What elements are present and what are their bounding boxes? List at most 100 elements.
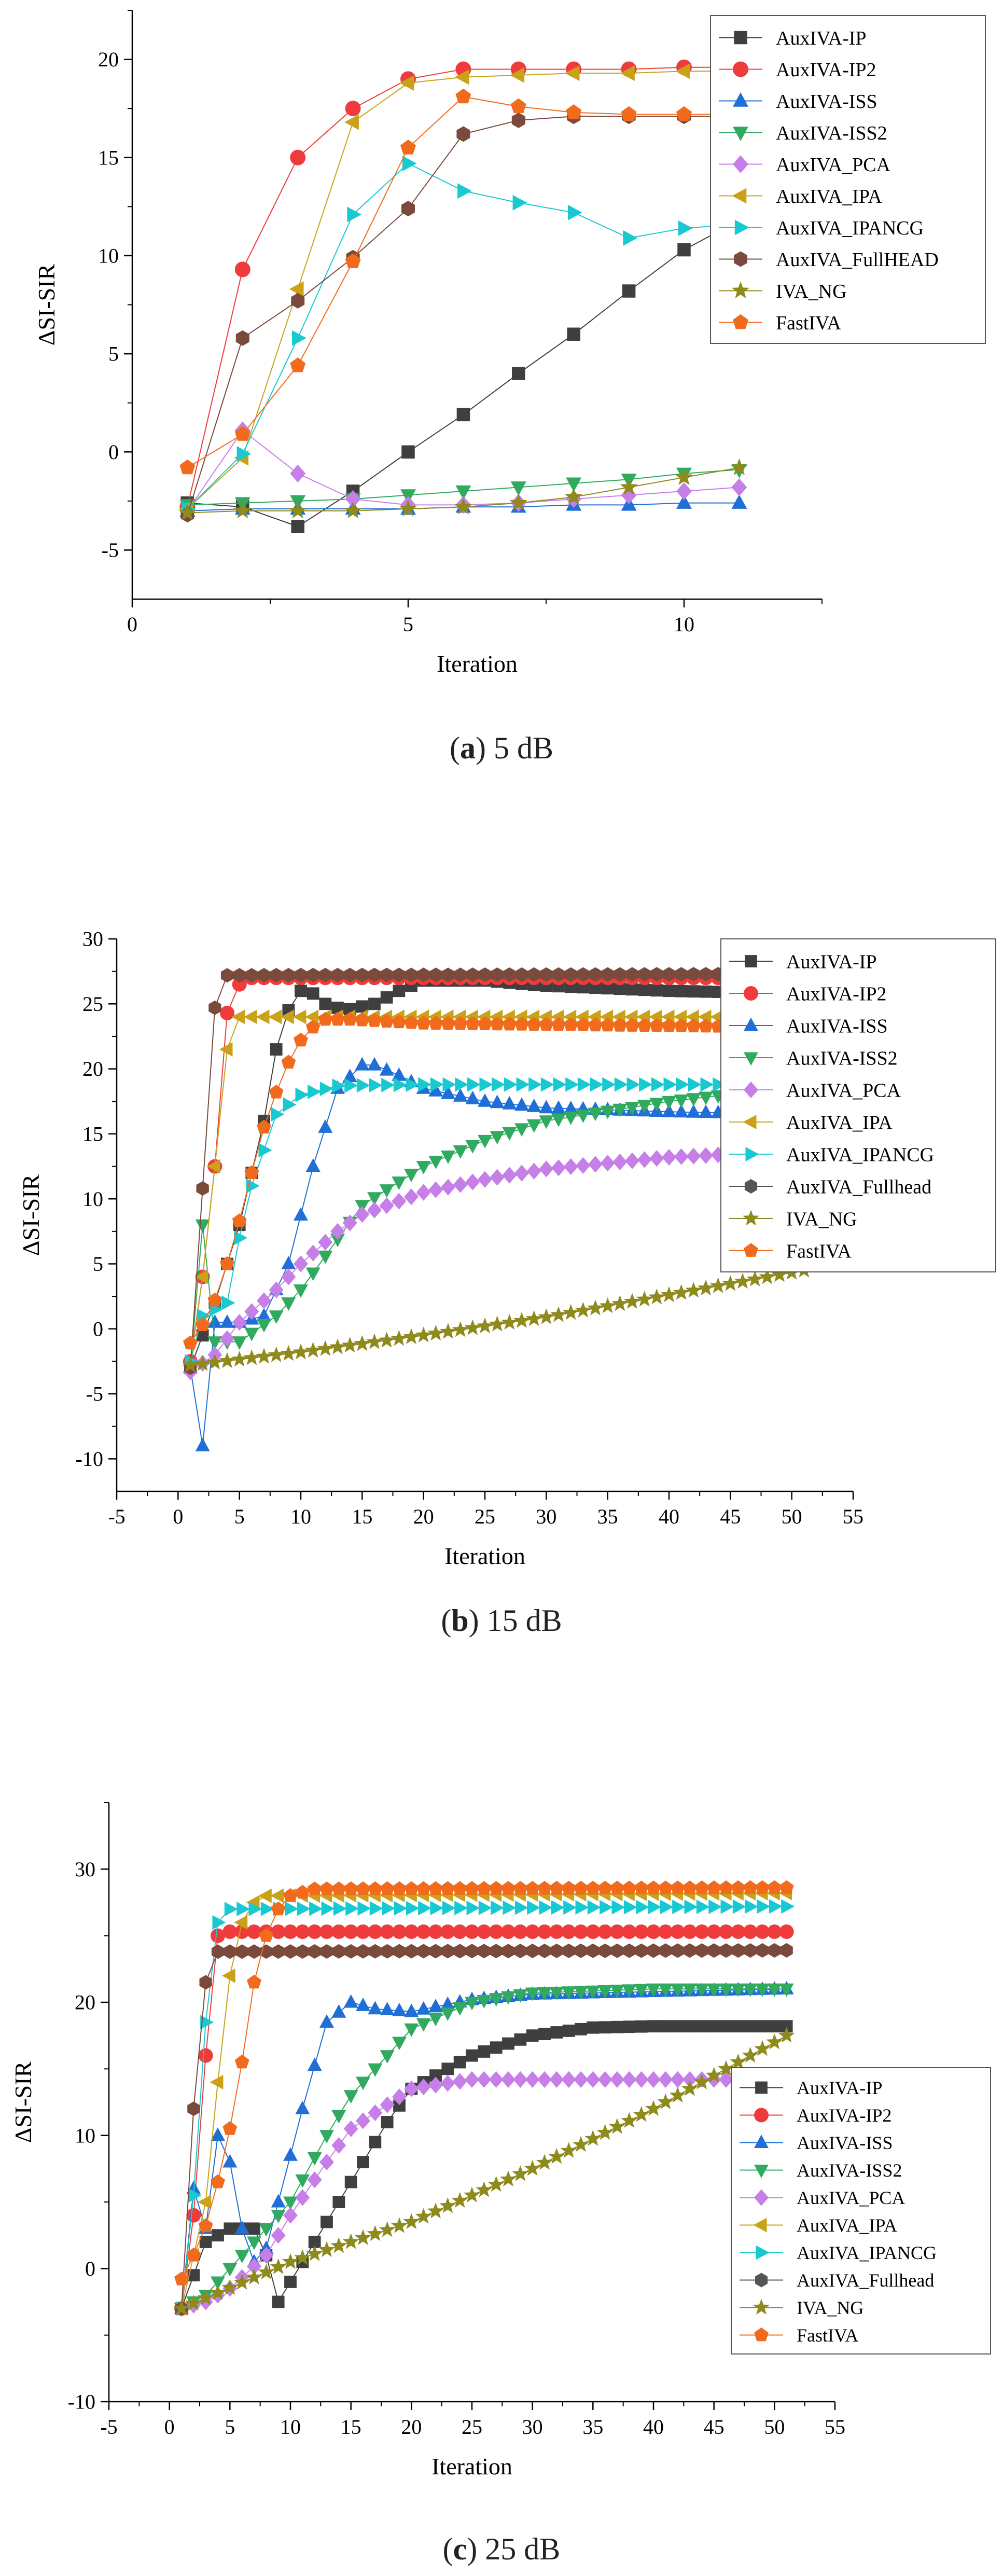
data-point-auxiva-ipancg	[602, 1077, 616, 1092]
data-point-fastiva	[600, 1017, 615, 1032]
x-tick-label: 25	[462, 2415, 482, 2439]
data-point-auxiva-fullhead	[319, 967, 332, 982]
data-point-auxiva-ip2	[658, 1924, 673, 1939]
data-point-auxiva-iss2	[283, 2196, 298, 2210]
data-point-fastiva	[307, 1881, 322, 1895]
data-point-auxiva-fullhead	[699, 967, 713, 982]
caption-a-letter: a	[459, 731, 476, 765]
data-point-fastiva	[549, 1880, 564, 1895]
data-point-auxiva-pca	[257, 1292, 271, 1309]
data-point-auxiva-pca	[356, 2112, 370, 2129]
legend-marker-auxiva-iss2	[744, 1052, 758, 1066]
data-point-auxiva-ip	[199, 2236, 212, 2248]
data-point-iva-ng	[573, 2136, 589, 2152]
x-tick-label: 5	[234, 1505, 245, 1528]
data-point-auxiva-ip	[638, 984, 651, 996]
data-point-auxiva-fullhead	[380, 967, 393, 982]
data-point-fastiva	[319, 1881, 334, 1895]
data-point-auxiva-iss	[342, 1069, 357, 1083]
data-point-auxiva-ip	[598, 2021, 611, 2034]
data-point-auxiva-fullhead	[284, 1944, 297, 1959]
data-point-auxiva-ipancg	[430, 1901, 444, 1916]
data-point-auxiva-iss	[220, 1314, 234, 1328]
data-point-auxiva-ip2	[489, 1924, 504, 1939]
series-line-auxiva-fullhead	[187, 116, 740, 515]
data-point-auxiva-iss2	[428, 1156, 443, 1169]
legend-label: AuxIVA-IP2	[776, 59, 876, 81]
data-point-auxiva-ipancg	[660, 1900, 674, 1915]
data-point-iva-ng	[329, 1338, 346, 1354]
data-point-iva-ng	[500, 2170, 517, 2186]
data-point-auxiva-iss2	[767, 1983, 782, 1997]
data-point-auxiva-ip2	[525, 1924, 540, 1939]
data-point-auxiva-ip2	[597, 1924, 612, 1939]
data-point-auxiva-ipancg	[757, 1899, 771, 1914]
data-point-auxiva-pca	[379, 1197, 394, 1214]
data-point-auxiva-ipa	[198, 2195, 212, 2209]
data-point-auxiva-iss2	[465, 1997, 479, 2011]
legend-item-auxiva-fullhead: AuxIVA_FullHEAD	[719, 249, 939, 271]
data-point-auxiva-ipancg	[319, 1082, 333, 1096]
data-point-auxiva-pca	[699, 1147, 713, 1164]
data-point-auxiva-ipa	[289, 281, 304, 297]
data-point-auxiva-ipa	[243, 1009, 257, 1024]
series-auxiva-iss2	[174, 1983, 794, 2317]
data-point-auxiva-ipancg	[356, 1078, 370, 1093]
data-point-fastiva	[513, 1881, 528, 1895]
data-point-auxiva-pca	[551, 1159, 566, 1176]
legend-marker-iva-ng	[743, 1210, 759, 1226]
data-point-auxiva-fullhead	[235, 1944, 248, 1959]
data-point-auxiva-ipancg	[708, 1899, 722, 1914]
data-point-auxiva-pca	[514, 1165, 529, 1182]
data-point-iva-ng	[256, 1348, 272, 1364]
data-point-auxiva-ip	[512, 367, 525, 380]
data-point-auxiva-iss2	[380, 2050, 395, 2064]
data-point-auxiva-ipancg	[248, 1902, 262, 1917]
data-point-auxiva-ip2	[331, 1924, 346, 1939]
legend-label: AuxIVA-ISS2	[776, 122, 887, 144]
data-point-auxiva-ip	[768, 2020, 781, 2033]
data-point-auxiva-ipancg	[551, 1900, 565, 1915]
data-point-fastiva	[379, 1014, 394, 1028]
y-tick-label: -5	[102, 538, 119, 562]
data-point-auxiva-ipancg	[575, 1900, 589, 1915]
data-point-auxiva-ip	[635, 2020, 648, 2033]
data-point-fastiva	[622, 1880, 637, 1894]
caption-c: (c) 25 dB	[442, 2532, 561, 2566]
legend-label: IVA_NG	[776, 281, 847, 302]
data-point-iva-ng	[673, 1284, 690, 1300]
data-point-iva-ng	[476, 2181, 493, 2197]
x-tick-label: 10	[290, 1505, 311, 1528]
data-point-auxiva-iss	[392, 2002, 407, 2016]
data-point-fastiva	[343, 1881, 358, 1895]
data-point-iva-ng	[399, 500, 417, 517]
legend-item-auxiva-fullhead: AuxIVA_Fullhead	[740, 2270, 934, 2291]
data-point-auxiva-iss2	[356, 2076, 370, 2090]
y-tick-label: -10	[76, 1447, 103, 1471]
y-tick-label: 10	[82, 1187, 103, 1211]
legend-item-iva-ng: IVA_NG	[719, 281, 847, 302]
data-point-auxiva-iss2	[719, 1983, 733, 1997]
data-point-auxiva-ip2	[198, 2048, 213, 2063]
data-point-iva-ng	[645, 2100, 662, 2116]
data-point-auxiva-fullhead	[514, 1944, 527, 1959]
data-point-auxiva-iss2	[455, 485, 471, 500]
data-point-fastiva	[706, 1880, 721, 1894]
data-point-auxiva-fullhead	[466, 967, 479, 982]
data-point-auxiva-fullhead	[625, 967, 639, 982]
data-point-iva-ng	[403, 2213, 420, 2229]
data-point-auxiva-iss	[514, 1097, 529, 1111]
legend-label: AuxIVA_Fullhead	[786, 1176, 931, 1198]
data-point-auxiva-ipancg	[688, 1077, 702, 1092]
legend-item-auxiva-ip: AuxIVA-IP	[740, 2078, 882, 2098]
data-point-auxiva-ip	[687, 985, 700, 998]
data-point-auxiva-pca	[392, 2088, 407, 2106]
data-point-iva-ng	[304, 1341, 322, 1358]
data-point-auxiva-pca	[525, 2071, 540, 2088]
data-point-auxiva-ip	[671, 2020, 684, 2033]
data-point-auxiva-fullhead	[589, 967, 602, 982]
data-point-auxiva-ipancg	[648, 1900, 662, 1915]
data-point-auxiva-ipancg	[528, 1077, 542, 1092]
data-point-auxiva-pca	[232, 1314, 247, 1331]
data-point-fastiva	[345, 253, 361, 268]
